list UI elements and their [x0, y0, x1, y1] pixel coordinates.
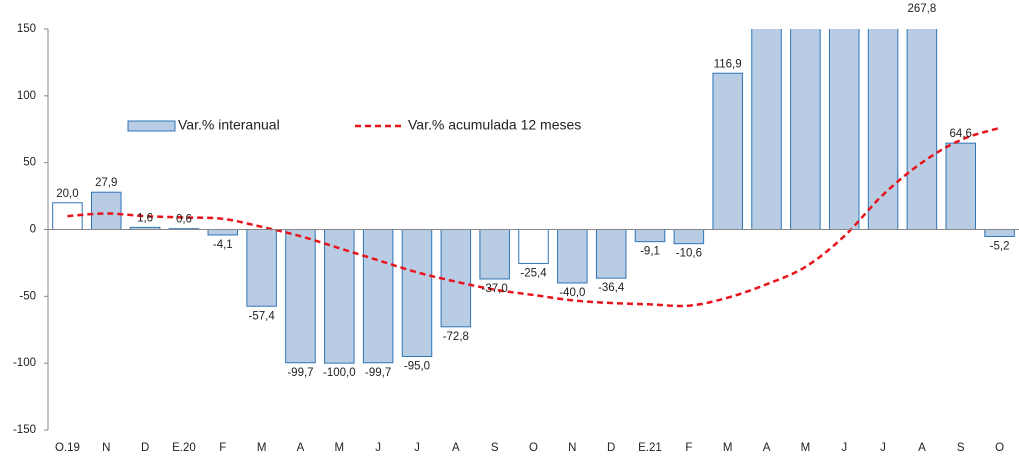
x-tick-label: D [607, 442, 615, 454]
x-tick-label: F [685, 442, 692, 454]
bar [479, 229, 510, 280]
data-label: -95,0 [404, 361, 430, 373]
bar [906, 29, 938, 230]
x-tick-label: S [957, 442, 965, 454]
data-label: 0,6 [176, 214, 192, 226]
data-label: -4,1 [213, 239, 233, 251]
x-tick-label: N [102, 442, 110, 454]
x-tick-label: A [297, 442, 305, 454]
bar [207, 229, 239, 236]
x-tick-label: D [141, 442, 149, 454]
x-tick-label: F [219, 442, 226, 454]
bar [91, 191, 122, 230]
bar [790, 29, 821, 230]
x-tick-label: O [529, 442, 538, 454]
data-label: -100,0 [323, 367, 356, 379]
y-tick-label: -100 [13, 357, 36, 369]
data-label: -5,2 [990, 240, 1010, 252]
data-label: -9,1 [640, 246, 660, 258]
x-tick-label: E.20 [172, 442, 196, 454]
bar [673, 229, 705, 245]
x-tick-label: J [375, 442, 381, 454]
x-tick-label: M [801, 442, 811, 454]
bar [751, 29, 782, 231]
bar [246, 229, 277, 307]
legend-label: Var.% interanual [178, 117, 280, 133]
y-tick-label: 100 [17, 90, 36, 102]
bar [634, 229, 666, 243]
x-tick-label: J [414, 442, 420, 454]
data-label: 1,6 [137, 212, 153, 224]
bar [362, 229, 394, 364]
line [67, 126, 1000, 308]
x-tick-label: E.21 [638, 442, 662, 454]
x-tick-label: S [491, 442, 499, 454]
x-tick-label: M [335, 442, 345, 454]
bar [712, 72, 743, 230]
data-label: 20,0 [56, 188, 78, 200]
bar [285, 229, 316, 364]
bar [557, 229, 588, 284]
data-label: 64,6 [950, 128, 972, 140]
bar [440, 229, 472, 328]
data-label: -40,0 [559, 287, 585, 299]
legend-swatch [127, 120, 176, 132]
data-label: -10,6 [676, 248, 702, 260]
bar [518, 229, 549, 264]
x-tick-label: A [918, 442, 926, 454]
x-tick-label: J [880, 442, 886, 454]
data-label: 267,8 [908, 3, 937, 15]
y-tick-label: 50 [23, 157, 36, 169]
x-tick-label: A [763, 442, 771, 454]
data-label: 116,9 [714, 58, 742, 70]
x-tick-label: M [723, 442, 733, 454]
bar [828, 29, 860, 230]
plot-area [52, 29, 1015, 364]
data-label: -57,4 [249, 310, 276, 322]
x-tick-label: J [841, 442, 847, 454]
bar [595, 229, 627, 279]
bar [401, 229, 433, 357]
bar [324, 229, 355, 364]
y-tick-label: 150 [17, 23, 36, 35]
y-tick-label: -50 [19, 290, 36, 302]
x-tick-label: N [568, 442, 576, 454]
data-label: -25,4 [520, 267, 547, 279]
data-label: -72,8 [443, 331, 469, 343]
x-tick-label: A [452, 442, 460, 454]
data-label: -99,7 [287, 367, 313, 379]
y-tick-label: -150 [13, 424, 36, 436]
bar [945, 142, 976, 230]
legend-label: Var.% acumulada 12 meses [408, 117, 581, 133]
x-tick-label: M [257, 442, 267, 454]
bar [984, 229, 1015, 237]
data-label: -37,0 [482, 283, 508, 295]
data-label: -99,7 [365, 367, 391, 379]
y-tick-label: 0 [30, 224, 36, 236]
data-label: 27,9 [95, 177, 117, 189]
x-tick-label: O [995, 442, 1004, 454]
x-tick-label: O.19 [55, 442, 80, 454]
data-label: -36,4 [598, 282, 625, 294]
